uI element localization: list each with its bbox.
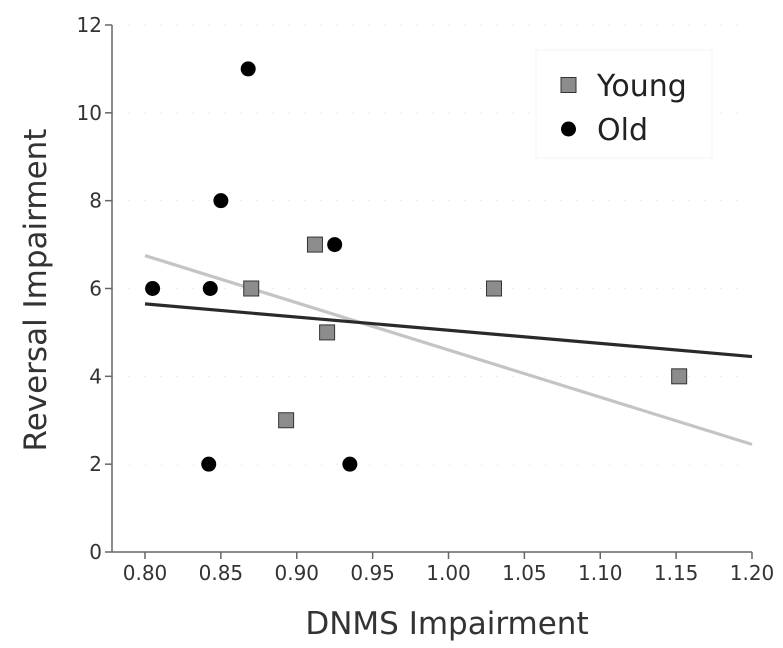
x-ticks: 0.80 0.85 0.90 0.95 1.00 1.05 1.10 1.15 1.20 bbox=[123, 552, 775, 585]
x-tick-label-1.20: 1.20 bbox=[730, 561, 775, 585]
y-tick-label-0: 0 bbox=[89, 540, 102, 564]
point-old-6 bbox=[327, 237, 343, 253]
legend: Young Old bbox=[535, 49, 713, 159]
trend-lines bbox=[144, 254, 753, 446]
y-tick-label-4: 4 bbox=[89, 364, 102, 388]
legend-marker-young bbox=[560, 77, 577, 93]
y-tick-label-8: 8 bbox=[89, 189, 102, 213]
trend-line-old bbox=[144, 302, 753, 359]
point-old-3 bbox=[201, 456, 217, 472]
x-tick-label-0.85: 0.85 bbox=[199, 561, 244, 585]
y-tick-label-10: 10 bbox=[77, 101, 102, 125]
x-tick-label-1.15: 1.15 bbox=[654, 561, 699, 585]
y-ticks: 0 2 4 6 8 10 12 bbox=[77, 13, 112, 564]
legend-box bbox=[535, 49, 713, 159]
point-old-4 bbox=[213, 193, 229, 209]
point-old-1 bbox=[145, 281, 161, 296]
x-tick-label-1.05: 1.05 bbox=[502, 561, 547, 585]
y-tick-label-2: 2 bbox=[89, 452, 102, 476]
y-axis-label: Reversal Impairment bbox=[18, 129, 54, 452]
data-points bbox=[145, 61, 688, 472]
x-tick-label-0.80: 0.80 bbox=[123, 561, 168, 585]
x-tick-label-1.00: 1.00 bbox=[426, 561, 471, 585]
point-young-6 bbox=[671, 368, 688, 385]
x-tick-label-0.90: 0.90 bbox=[274, 561, 319, 585]
point-young-3 bbox=[306, 236, 323, 253]
point-old-7 bbox=[342, 456, 358, 472]
x-axis-label: DNMS Impairment bbox=[305, 606, 588, 642]
point-young-5 bbox=[486, 280, 503, 297]
y-tick-label-12: 12 bbox=[77, 13, 102, 37]
point-young-1 bbox=[243, 280, 260, 297]
grid-lines bbox=[112, 24, 752, 465]
point-young-4 bbox=[319, 324, 336, 341]
x-tick-label-0.95: 0.95 bbox=[350, 561, 395, 585]
point-old-2 bbox=[202, 281, 218, 296]
y-tick-label-6: 6 bbox=[89, 277, 102, 301]
legend-label-young: Young bbox=[596, 69, 687, 104]
x-tick-label-1.10: 1.10 bbox=[578, 561, 623, 585]
point-old-5 bbox=[240, 61, 256, 77]
legend-label-old: Old bbox=[597, 113, 648, 148]
legend-marker-old bbox=[561, 121, 576, 137]
point-young-2 bbox=[278, 412, 295, 429]
